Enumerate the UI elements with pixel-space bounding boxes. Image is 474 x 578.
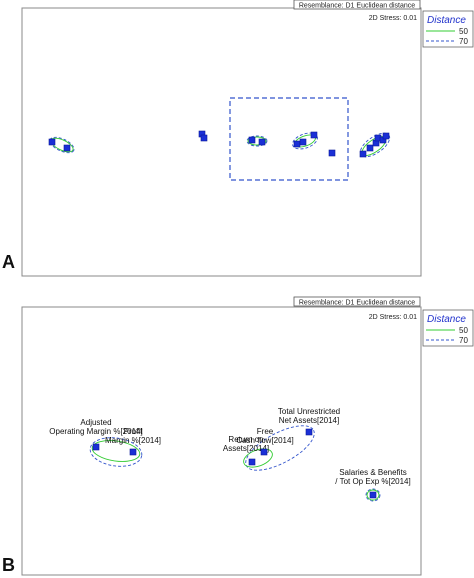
- panel-b-resemblance: Resemblance: D1 Euclidean distance: [299, 300, 415, 307]
- highlight-box: [229, 97, 349, 181]
- point-label: Free Cash flow[2014]: [236, 427, 293, 445]
- cluster-70-contour: [89, 437, 143, 467]
- data-point: [299, 138, 307, 146]
- panel-a-resemblance-box: [293, 0, 421, 10]
- data-point: [369, 491, 377, 499]
- point-label: Adjusted Operating Margin %[2014]: [49, 418, 142, 436]
- cluster-70-contour: [365, 488, 381, 502]
- data-point: [200, 134, 208, 142]
- panel-b-resemblance-box: [293, 296, 421, 307]
- data-point: [63, 144, 71, 152]
- data-point: [366, 144, 374, 152]
- panel-a-marks: [48, 97, 391, 181]
- panel-label-b: B: [2, 555, 15, 575]
- panel-a-legend-label-50: 50: [459, 27, 468, 36]
- data-point: [248, 136, 256, 144]
- point-label-line: Net Assets[2014]: [279, 416, 339, 425]
- point-label-line: Total Unrestricted: [278, 407, 340, 416]
- panel-b-legend-label-70: 70: [459, 336, 468, 345]
- data-point: [92, 443, 100, 451]
- data-point: [359, 150, 367, 158]
- cluster-50-contour: [243, 448, 273, 468]
- point-label: Profit Margin %[2014]: [105, 427, 161, 445]
- panel-b-stress: 2D Stress: 0.01: [369, 314, 417, 321]
- panel-a-legend-title: Distance: [427, 15, 466, 26]
- cluster-50-contour: [366, 489, 380, 501]
- data-point: [305, 428, 313, 436]
- panel-b-legend-label-50: 50: [459, 326, 468, 335]
- panel-b-frame: [21, 306, 422, 576]
- data-point: [129, 448, 137, 456]
- point-label-line: Salaries & Benefits: [339, 468, 407, 477]
- cluster-50-contour: [247, 136, 267, 146]
- data-point: [248, 458, 256, 466]
- cluster-50-contour: [91, 440, 141, 462]
- panel-a-legend-label-70: 70: [459, 37, 468, 46]
- point-label: Return on Assets[2014]: [223, 435, 269, 453]
- data-point: [48, 138, 56, 146]
- point-label: Salaries & Benefits / Tot Op Exp %[2014]: [335, 468, 410, 486]
- panel-label-a: A: [2, 252, 15, 272]
- data-point: [293, 140, 301, 148]
- data-point: [328, 149, 336, 157]
- point-label-line: / Tot Op Exp %[2014]: [335, 477, 410, 486]
- data-point: [258, 138, 266, 146]
- point-label-line: Margin %[2014]: [105, 436, 161, 445]
- point-label-line: Return on: [228, 435, 263, 444]
- data-point: [382, 132, 390, 140]
- panel-a-resemblance: Resemblance: D1 Euclidean distance: [299, 3, 415, 10]
- point-label-line: Assets[2014]: [223, 444, 269, 453]
- point-label-line: Operating Margin %[2014]: [49, 427, 142, 436]
- panel-a-stress: 2D Stress: 0.01: [369, 15, 417, 22]
- cluster-70-contour: [246, 135, 268, 147]
- data-point: [260, 448, 268, 456]
- point-label: Total Unrestricted Net Assets[2014]: [278, 407, 340, 425]
- point-label-line: Adjusted: [80, 418, 111, 427]
- data-point: [310, 131, 318, 139]
- panel-a-frame: [21, 7, 422, 277]
- panel-b-legend-title: Distance: [427, 314, 466, 325]
- point-label-line: Profit: [124, 427, 143, 436]
- point-label-line: Cash flow[2014]: [236, 436, 293, 445]
- panel-b-marks: Adjusted Operating Margin %[2014]Profit Ma…: [49, 407, 411, 502]
- point-label-line: Free: [257, 427, 274, 436]
